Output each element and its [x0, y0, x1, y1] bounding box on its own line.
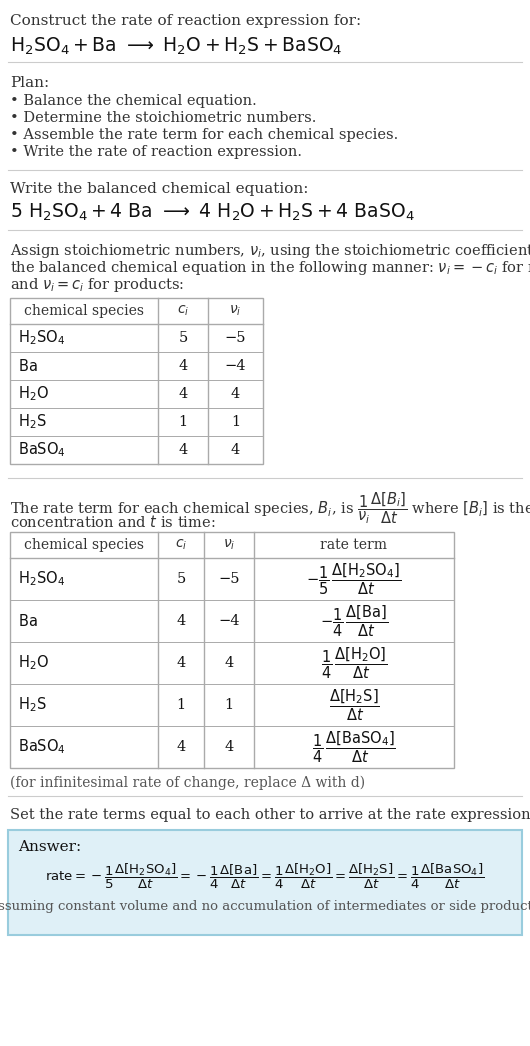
Text: 4: 4: [224, 740, 234, 754]
Text: 4: 4: [179, 387, 188, 401]
Text: Plan:: Plan:: [10, 76, 49, 90]
Text: 5: 5: [179, 331, 188, 345]
Text: −5: −5: [225, 331, 246, 345]
Text: $\mathrm{Ba}$: $\mathrm{Ba}$: [18, 613, 38, 629]
Text: $\mathrm{rate} = -\dfrac{1}{5}\dfrac{\Delta[\mathrm{H_2SO_4}]}{\Delta t}= -\dfra: $\mathrm{rate} = -\dfrac{1}{5}\dfrac{\De…: [45, 862, 485, 890]
Text: $\mathrm{H_2SO_4}$: $\mathrm{H_2SO_4}$: [18, 328, 65, 347]
Text: −4: −4: [218, 614, 240, 628]
Text: −5: −5: [218, 572, 240, 586]
Text: $-\dfrac{1}{5}\,\dfrac{\Delta[\mathrm{H_2SO_4}]}{\Delta t}$: $-\dfrac{1}{5}\,\dfrac{\Delta[\mathrm{H_…: [306, 562, 402, 597]
Text: 4: 4: [231, 387, 240, 401]
Text: 4: 4: [179, 359, 188, 373]
Text: $\mathrm{H_2O}$: $\mathrm{H_2O}$: [18, 654, 49, 673]
Text: Assign stoichiometric numbers, $\nu_i$, using the stoichiometric coefficients, $: Assign stoichiometric numbers, $\nu_i$, …: [10, 242, 530, 260]
Text: The rate term for each chemical species, $B_i$, is $\dfrac{1}{\nu_i}\dfrac{\Delt: The rate term for each chemical species,…: [10, 490, 530, 525]
Text: $\mathrm{H_2O}$: $\mathrm{H_2O}$: [18, 385, 49, 404]
Bar: [10, 532, 454, 768]
Text: $\mathrm{5\ H_2SO_4 + 4\ Ba \ \longrightarrow \ 4\ H_2O + H_2S + 4\ BaSO_4}$: $\mathrm{5\ H_2SO_4 + 4\ Ba \ \longright…: [10, 202, 414, 223]
Text: chemical species: chemical species: [24, 304, 144, 318]
Text: $\nu_i$: $\nu_i$: [229, 303, 242, 318]
Text: 1: 1: [179, 415, 188, 429]
Text: and $\nu_i = c_i$ for products:: and $\nu_i = c_i$ for products:: [10, 276, 184, 294]
Text: −4: −4: [225, 359, 246, 373]
Text: $\mathrm{H_2S}$: $\mathrm{H_2S}$: [18, 413, 47, 431]
Text: 4: 4: [176, 614, 186, 628]
Text: concentration and $t$ is time:: concentration and $t$ is time:: [10, 514, 216, 530]
Text: • Balance the chemical equation.: • Balance the chemical equation.: [10, 94, 257, 108]
Text: 4: 4: [179, 444, 188, 457]
Text: $\mathrm{Ba}$: $\mathrm{Ba}$: [18, 358, 38, 374]
Text: 1: 1: [176, 698, 186, 712]
Text: 4: 4: [224, 656, 234, 670]
Text: 4: 4: [176, 656, 186, 670]
Text: Write the balanced chemical equation:: Write the balanced chemical equation:: [10, 182, 308, 196]
Text: 5: 5: [176, 572, 186, 586]
Text: chemical species: chemical species: [24, 538, 144, 552]
Text: 4: 4: [176, 740, 186, 754]
Text: $\dfrac{1}{4}\,\dfrac{\Delta[\mathrm{BaSO_4}]}{\Delta t}$: $\dfrac{1}{4}\,\dfrac{\Delta[\mathrm{BaS…: [312, 729, 396, 765]
Text: (assuming constant volume and no accumulation of intermediates or side products): (assuming constant volume and no accumul…: [0, 900, 530, 913]
Text: $c_i$: $c_i$: [177, 303, 189, 318]
Text: (for infinitesimal rate of change, replace Δ with d): (for infinitesimal rate of change, repla…: [10, 776, 365, 791]
Text: $\mathrm{H_2SO_4}$: $\mathrm{H_2SO_4}$: [18, 570, 65, 588]
Text: rate term: rate term: [321, 538, 387, 552]
Text: the balanced chemical equation in the following manner: $\nu_i = -c_i$ for react: the balanced chemical equation in the fo…: [10, 259, 530, 277]
Text: • Assemble the rate term for each chemical species.: • Assemble the rate term for each chemic…: [10, 128, 398, 142]
Text: $\nu_i$: $\nu_i$: [223, 538, 235, 552]
Text: $c_i$: $c_i$: [175, 538, 187, 552]
Text: Answer:: Answer:: [18, 840, 81, 854]
Text: 4: 4: [231, 444, 240, 457]
Text: 1: 1: [231, 415, 240, 429]
Text: $-\dfrac{1}{4}\,\dfrac{\Delta[\mathrm{Ba}]}{\Delta t}$: $-\dfrac{1}{4}\,\dfrac{\Delta[\mathrm{Ba…: [320, 604, 388, 639]
Text: $\dfrac{1}{4}\,\dfrac{\Delta[\mathrm{H_2O}]}{\Delta t}$: $\dfrac{1}{4}\,\dfrac{\Delta[\mathrm{H_2…: [321, 645, 387, 681]
Bar: [8, 829, 522, 935]
Text: $\mathrm{BaSO_4}$: $\mathrm{BaSO_4}$: [18, 440, 66, 459]
Text: $\dfrac{\Delta[\mathrm{H_2S}]}{\Delta t}$: $\dfrac{\Delta[\mathrm{H_2S}]}{\Delta t}…: [329, 687, 379, 723]
Bar: [10, 298, 263, 464]
Text: $\mathrm{H_2SO_4 + Ba \ \longrightarrow \ H_2O + H_2S + BaSO_4}$: $\mathrm{H_2SO_4 + Ba \ \longrightarrow …: [10, 36, 342, 58]
Text: Construct the rate of reaction expression for:: Construct the rate of reaction expressio…: [10, 14, 361, 28]
Text: $\mathrm{BaSO_4}$: $\mathrm{BaSO_4}$: [18, 737, 66, 756]
Text: • Determine the stoichiometric numbers.: • Determine the stoichiometric numbers.: [10, 111, 316, 126]
Text: Set the rate terms equal to each other to arrive at the rate expression:: Set the rate terms equal to each other t…: [10, 808, 530, 822]
Text: • Write the rate of reaction expression.: • Write the rate of reaction expression.: [10, 145, 302, 159]
Text: $\mathrm{H_2S}$: $\mathrm{H_2S}$: [18, 696, 47, 714]
Text: 1: 1: [224, 698, 234, 712]
